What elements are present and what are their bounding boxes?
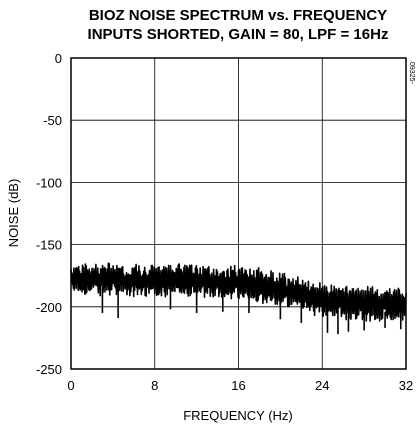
y-tick-labels: 0 -50 -100 -150 -200 -250	[36, 51, 62, 377]
y-tick-label: -200	[36, 300, 62, 315]
figure-code: 09325-	[408, 62, 415, 84]
x-tick-label: 8	[151, 378, 158, 393]
x-tick-labels: 0 8 16 24 32	[67, 378, 413, 393]
chart-subtitle: INPUTS SHORTED, GAIN = 80, LPF = 16Hz	[88, 26, 389, 43]
x-tick-label: 24	[315, 378, 329, 393]
y-axis-label: NOISE (dB)	[6, 179, 21, 248]
y-tick-label: -100	[36, 175, 62, 190]
plot-series	[70, 262, 407, 335]
x-tick-label: 0	[67, 378, 74, 393]
y-tick-label: 0	[55, 51, 62, 66]
x-axis-label: FREQUENCY (Hz)	[183, 408, 293, 423]
noise-trace	[70, 262, 407, 322]
chart-title: BIOZ NOISE SPECTRUM vs. FREQUENCY	[89, 7, 387, 24]
grid-lines	[71, 58, 406, 369]
y-tick-label: -50	[43, 113, 62, 128]
y-tick-label: -250	[36, 362, 62, 377]
plot-frame	[70, 57, 407, 370]
x-tick-label: 32	[399, 378, 413, 393]
y-tick-label: -150	[36, 238, 62, 253]
x-tick-label: 16	[231, 378, 245, 393]
